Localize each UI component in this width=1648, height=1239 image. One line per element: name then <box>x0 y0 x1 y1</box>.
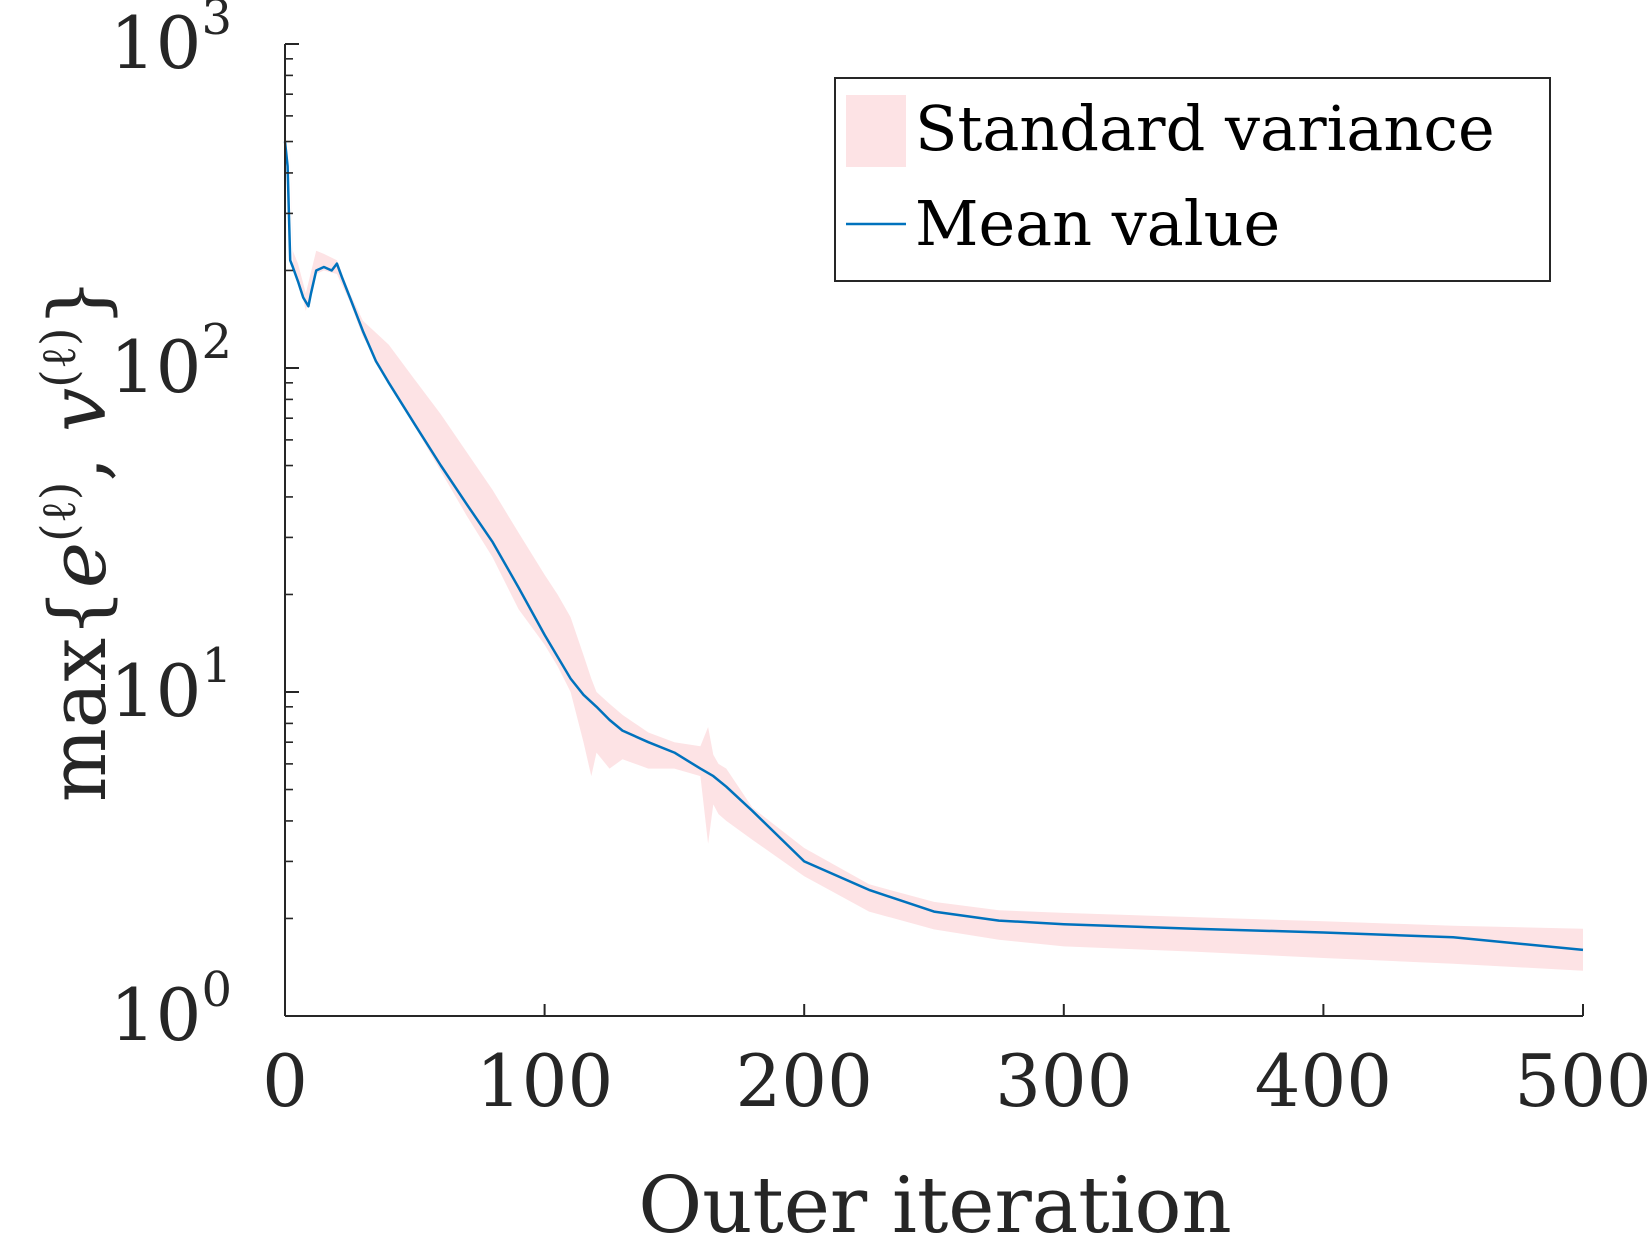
y-label-sep: , <box>34 432 124 482</box>
y-tick-label: 100 <box>110 962 232 1057</box>
y-label-v-sup: (ℓ) <box>31 327 87 387</box>
y-ticks: 100 101 102 103 <box>110 0 299 1057</box>
x-tick-label: 100 <box>476 1039 613 1123</box>
legend-label-mean-value: Mean value <box>915 187 1280 260</box>
legend: Standard variance Mean value <box>834 77 1551 282</box>
x-ticks: 0 100 200 300 400 500 <box>262 1004 1648 1123</box>
y-axis-label: max{e(ℓ), v(ℓ)} <box>31 278 124 802</box>
y-label-suffix: } <box>34 278 124 328</box>
variance-band <box>285 136 1583 971</box>
x-axis-label: Outer iteration <box>638 1161 1232 1239</box>
x-tick-label: 300 <box>995 1039 1132 1123</box>
y-tick-label: 101 <box>110 638 232 733</box>
y-tick-label: 102 <box>110 314 232 409</box>
y-label-prefix: max{ <box>34 588 124 802</box>
mean-line-layer <box>283 141 1584 952</box>
x-tick-label: 0 <box>262 1039 308 1123</box>
variance-band-layer <box>285 136 1583 971</box>
plot-area <box>283 136 1584 971</box>
y-label-e: e <box>34 542 124 588</box>
x-tick-label: 200 <box>735 1039 872 1123</box>
axes: 0 100 200 300 400 500 100 101 102 103 <box>110 0 1648 1123</box>
y-label-v: v <box>34 388 124 432</box>
x-tick-label: 400 <box>1255 1039 1392 1123</box>
legend-label-standard-variance: Standard variance <box>915 92 1495 165</box>
y-tick-label: 103 <box>110 0 232 85</box>
x-tick-label: 500 <box>1514 1039 1648 1123</box>
legend-box <box>834 77 1551 282</box>
y-minor-ticks <box>285 58 293 920</box>
legend-swatch-standard-variance <box>846 95 906 167</box>
y-label-e-sup: (ℓ) <box>31 482 87 542</box>
mean-value-line <box>283 141 1584 952</box>
